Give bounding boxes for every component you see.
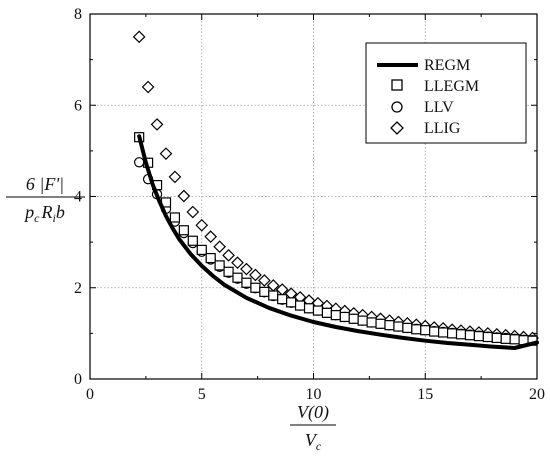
point-llig: [177, 189, 191, 203]
point-llegm: [357, 315, 368, 326]
point-llegm: [509, 334, 520, 345]
legend-label-llegm: LLEGM: [424, 78, 479, 95]
point-llegm: [438, 327, 449, 338]
point-llegm: [259, 286, 270, 297]
x-label-numerator: V(0): [297, 402, 329, 423]
x-label-denominator: Vc: [305, 430, 322, 453]
point-llig: [150, 118, 164, 131]
y-tick-label: 2: [74, 280, 82, 297]
point-llegm: [241, 277, 252, 288]
x-tick-labels: 0 5 10 15 20: [86, 386, 545, 403]
legend-label-llv: LLV: [424, 99, 454, 116]
point-llegm: [214, 260, 225, 271]
point-llegm: [366, 317, 377, 328]
point-llegm: [446, 328, 458, 339]
y-tick-label: 8: [74, 6, 82, 23]
point-llig: [222, 249, 235, 262]
point-llig: [204, 230, 218, 243]
point-llegm: [500, 333, 511, 344]
point-llig: [257, 274, 271, 287]
point-llegm: [330, 310, 341, 321]
point-llegm: [411, 324, 422, 335]
point-llegm: [250, 282, 261, 293]
y-axis-label: 6 |F'| pc Rib: [6, 174, 85, 225]
point-llegm: [303, 303, 315, 314]
point-llv: [133, 157, 145, 168]
point-llig: [159, 147, 173, 160]
x-tick-label: 5: [198, 386, 206, 403]
point-llegm: [268, 290, 279, 301]
y-tick-label: 6: [74, 97, 82, 114]
legend: REGM LLEGM LLV LLIG: [365, 42, 527, 144]
legend-diamond-marker: [390, 121, 404, 135]
point-llegm: [277, 294, 288, 305]
point-llegm: [384, 320, 395, 331]
point-llig: [132, 30, 146, 44]
point-llig: [168, 170, 182, 184]
legend-circle-marker: [391, 101, 403, 113]
series-line-regm: [137, 134, 539, 350]
point-llegm: [196, 244, 207, 255]
point-llegm: [169, 212, 181, 223]
point-llegm: [429, 326, 440, 337]
x-tick-label: 0: [86, 386, 94, 403]
point-llig: [186, 205, 200, 219]
point-llegm: [491, 332, 502, 344]
point-llig: [249, 268, 262, 282]
point-llegm: [455, 329, 467, 340]
point-llig: [240, 262, 253, 276]
axis-ticks: [89, 13, 538, 380]
point-llegm: [402, 322, 413, 333]
point-llig: [195, 218, 209, 232]
point-llegm: [482, 331, 493, 343]
point-llegm: [420, 325, 431, 336]
point-llig: [141, 80, 155, 94]
x-axis-label: V(0) Vc: [290, 402, 336, 453]
x-tick-label: 20: [529, 386, 545, 403]
point-llegm: [294, 300, 306, 311]
point-llig: [213, 240, 226, 254]
point-llegm: [187, 235, 198, 246]
point-llegm: [312, 305, 324, 316]
point-llegm: [393, 321, 404, 332]
y-label-denominator: pc Rib: [23, 202, 65, 225]
point-llegm: [339, 311, 350, 323]
x-tick-label: 10: [306, 386, 322, 403]
legend-square-marker: [391, 79, 403, 91]
point-llegm: [375, 318, 386, 329]
x-tick-label: 15: [417, 386, 433, 403]
point-llegm: [178, 225, 189, 236]
legend-label-regm: REGM: [424, 57, 470, 74]
series-layer: [132, 30, 539, 350]
point-llegm: [464, 330, 476, 341]
point-llegm: [223, 266, 234, 277]
legend-label-llig: LLIG: [424, 120, 461, 137]
point-llegm: [205, 252, 216, 264]
point-llig: [231, 256, 244, 270]
y-label-numerator: 6 |F'|: [26, 174, 64, 194]
point-llegm: [286, 297, 297, 308]
point-llegm: [348, 313, 359, 324]
point-llegm: [321, 307, 333, 318]
y-tick-label: 0: [74, 371, 82, 388]
point-llegm: [473, 331, 484, 342]
point-llegm: [232, 272, 243, 283]
